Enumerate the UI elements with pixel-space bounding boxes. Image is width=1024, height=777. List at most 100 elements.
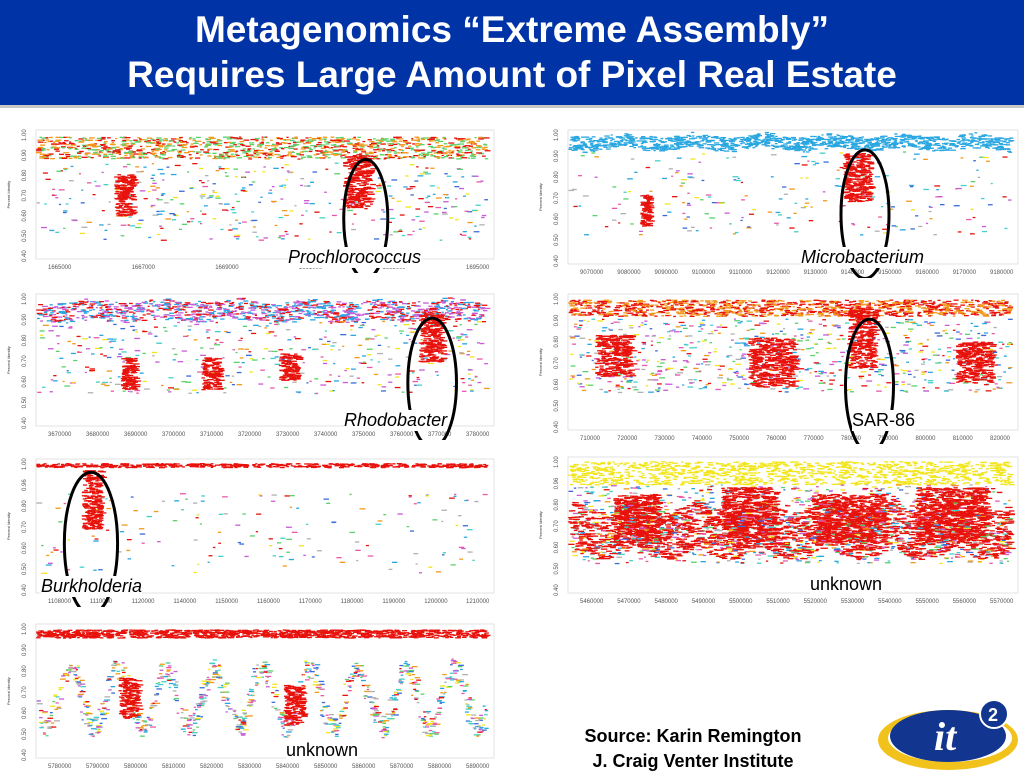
x-tick-label: 710000	[580, 436, 601, 442]
x-tick-label: 1140000	[173, 599, 197, 605]
x-tick-label: 9170000	[953, 270, 977, 276]
x-tick-label: 9100000	[692, 270, 716, 276]
x-tick-label: 800000	[915, 436, 936, 442]
title-banner: Metagenomics “Extreme Assembly” Requires…	[0, 0, 1024, 108]
x-tick-label: 9070000	[580, 270, 604, 276]
data-dashes	[36, 463, 489, 574]
y-tick-label: 0.50	[22, 728, 28, 740]
y-tick-label: 0.80	[22, 500, 28, 512]
x-tick-label: 5800000	[124, 764, 148, 770]
x-tick-label: 3750000	[352, 432, 376, 438]
it2-logo: it 2	[878, 699, 1018, 770]
y-tick-label: 0.90	[22, 644, 28, 656]
x-tick-label: 5840000	[276, 764, 300, 770]
x-tick-label: 5560000	[953, 599, 977, 605]
y-axis-label: Percent Identity	[538, 348, 543, 376]
y-tick-label: 0.50	[554, 562, 560, 574]
x-tick-label: 730000	[655, 436, 676, 442]
data-dashes	[568, 461, 1016, 565]
x-tick-label: 1150000	[215, 599, 239, 605]
x-tick-label: 5520000	[804, 599, 828, 605]
y-axis-label: Percent Identity	[538, 511, 543, 539]
source-line-2: J. Craig Venter Institute	[592, 751, 794, 771]
y-tick-label: 0.60	[554, 541, 560, 553]
y-tick-label: 0.80	[22, 169, 28, 181]
logo-oval	[890, 710, 1006, 762]
x-tick-label: 5500000	[729, 599, 753, 605]
x-tick-label: 1108000	[48, 599, 72, 605]
y-tick-label: 0.40	[22, 417, 28, 429]
highlight-oval	[844, 317, 895, 444]
x-tick-label: 810000	[953, 436, 974, 442]
y-tick-label: 0.50	[22, 229, 28, 241]
x-tick-label: 5890000	[466, 764, 490, 770]
x-tick-label: 1120000	[132, 599, 156, 605]
y-axis-label: Percent Identity	[6, 512, 11, 540]
y-tick-label: 0.40	[22, 250, 28, 262]
y-tick-label: 0.80	[554, 171, 560, 183]
x-tick-label: 3700000	[162, 432, 186, 438]
y-tick-label: 0.50	[554, 234, 560, 246]
y-tick-label: 0.80	[22, 665, 28, 677]
plot-frame	[567, 129, 1019, 265]
y-tick-label: 0.90	[22, 149, 28, 161]
y-tick-label: 0.80	[22, 334, 28, 346]
caption-prochlorococcus: Prochlorococcus	[288, 247, 422, 268]
data-dashes	[568, 131, 1015, 236]
y-tick-label: 0.40	[22, 584, 28, 596]
unknown2-plot: Percent Identity 1.00 0.90 0.80 0.70 0.60 0.50…	[6, 623, 495, 770]
source-line-1: Source: Karin Remington	[584, 726, 802, 746]
x-tick-label: 720000	[617, 436, 638, 442]
x-tick-label: 1200000	[424, 599, 448, 605]
x-tick-label: 1210000	[466, 599, 490, 605]
sar86-plot: Percent Identity 1.00 0.90 0.80 0.70 0.60 0.50…	[538, 293, 1019, 444]
x-tick-label: 770000	[804, 436, 825, 442]
caption-unknown-2: unknown	[286, 740, 359, 761]
y-tick-label: 1.00	[22, 293, 28, 305]
x-tick-label: 9160000	[915, 270, 939, 276]
plot-panel-prochlorococcus: Percent Identity 1.00 0.90 0.80 0.70 0.60 0.50…	[0, 128, 500, 273]
y-tick-label: 0.40	[554, 421, 560, 433]
x-tick-label: 1170000	[299, 599, 323, 605]
highlight-oval	[342, 158, 390, 273]
y-axis-label: Percent Identity	[538, 183, 543, 211]
highlight-oval	[406, 316, 458, 440]
y-tick-label: 1.00	[554, 129, 560, 141]
y-axis-label: Percent Identity	[6, 181, 11, 209]
x-tick-label: 760000	[766, 436, 787, 442]
x-tick-label: 3670000	[48, 432, 72, 438]
y-tick-label: 1.00	[22, 129, 28, 141]
x-tick-label: 1669000	[215, 265, 239, 271]
prochlorococcus-plot: Percent Identity 1.00 0.90 0.80 0.70 0.60 0.50…	[6, 129, 495, 273]
x-tick-label: 5780000	[48, 764, 72, 770]
x-tick-label: 1693000	[382, 265, 406, 271]
x-tick-label: 5470000	[617, 599, 641, 605]
y-tick-label: 0.70	[554, 192, 560, 204]
source-credit: Source: Karin Remington J. Craig Venter …	[548, 724, 838, 774]
x-tick-label: 3760000	[390, 432, 414, 438]
x-tick-label: 3680000	[86, 432, 110, 438]
caption-unknown-1: unknown	[810, 574, 883, 595]
y-tick-label: 1.00	[554, 456, 560, 468]
y-tick-label: 0.60	[22, 707, 28, 719]
x-tick-label: 9130000	[804, 270, 828, 276]
x-tick-label: 5860000	[352, 764, 376, 770]
x-tick-label: 5550000	[915, 599, 939, 605]
title-line-1: Metagenomics “Extreme Assembly”	[194, 9, 830, 50]
y-tick-label: 0.90	[554, 150, 560, 162]
x-tick-label: 790000	[878, 436, 899, 442]
y-tick-label: 0.60	[22, 375, 28, 387]
title-line-2: Requires Large Amount of Pixel Real Esta…	[127, 54, 897, 95]
y-tick-label: 0.70	[22, 189, 28, 201]
x-tick-label: 5870000	[390, 764, 414, 770]
x-tick-label: 5810000	[162, 764, 186, 770]
x-tick-label: 740000	[692, 436, 713, 442]
x-tick-label: 9150000	[878, 270, 902, 276]
plot-frame	[35, 458, 495, 594]
y-tick-label: 0.70	[554, 357, 560, 369]
x-tick-label: 9090000	[655, 270, 679, 276]
y-tick-label: 0.60	[22, 542, 28, 554]
y-tick-label: 0.90	[554, 314, 560, 326]
y-tick-label: 0.60	[554, 378, 560, 390]
y-tick-label: 0.70	[22, 521, 28, 533]
